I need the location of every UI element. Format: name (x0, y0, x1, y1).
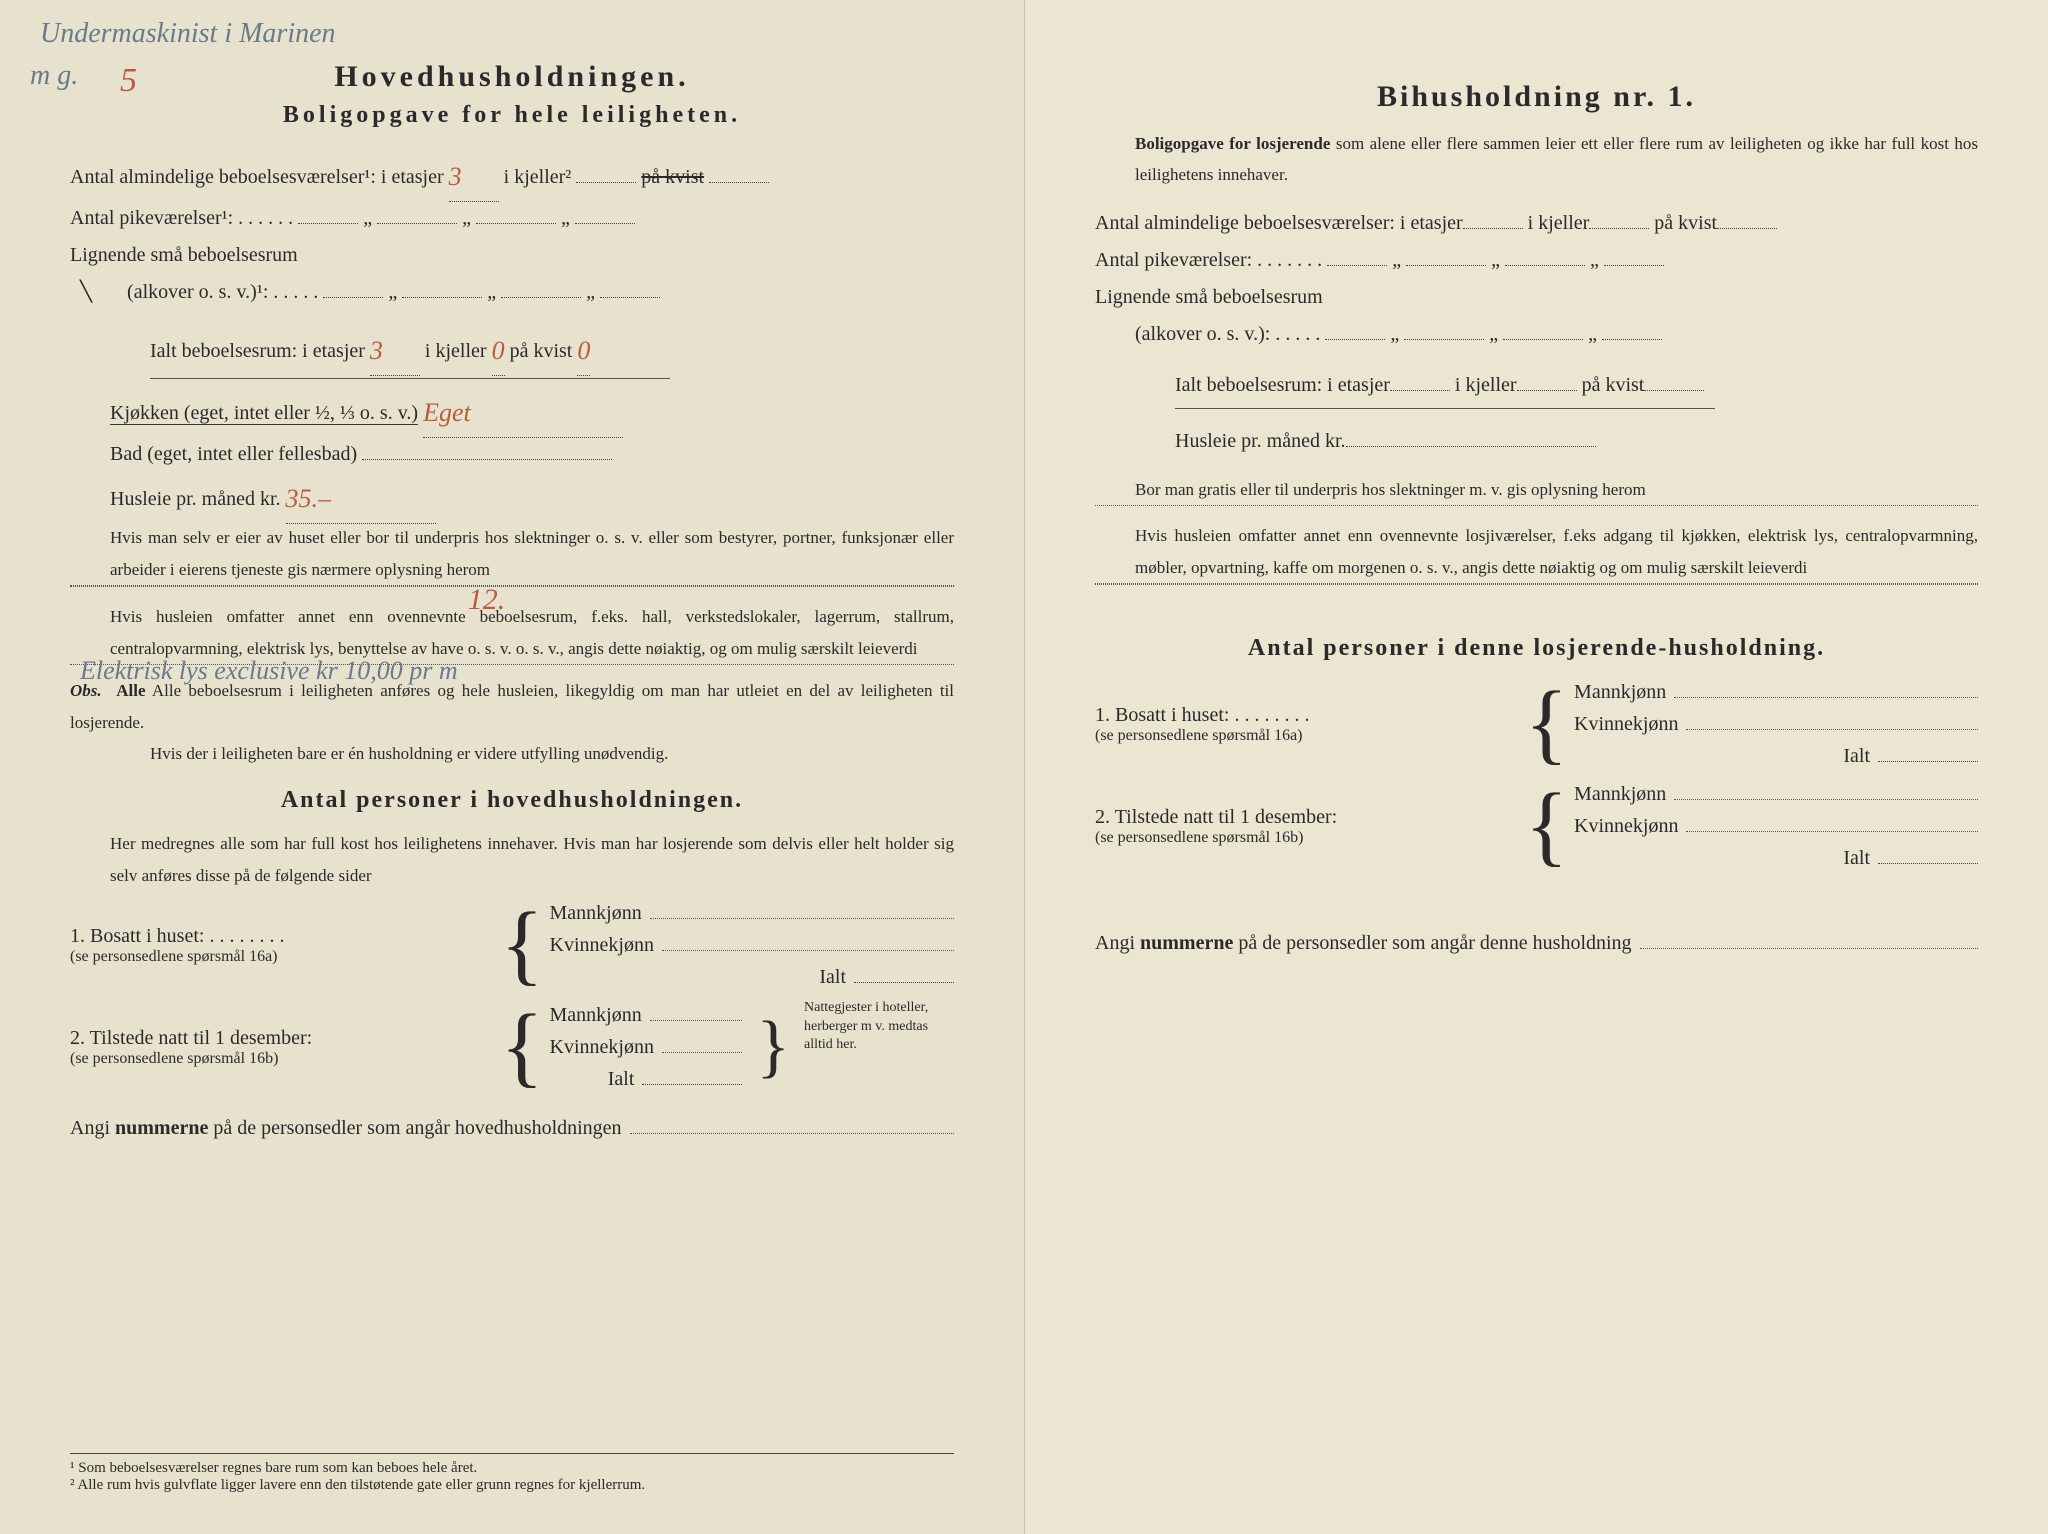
right-h3: Antal personer i denne losjerende-hushol… (1095, 635, 1978, 662)
footnotes: ¹ Som beboelsesværelser regnes bare rum … (70, 1453, 954, 1494)
r-p2: Hvis husleien omfatter annet enn ovennev… (1095, 520, 1978, 583)
hand-elektrisk: Elektrisk lys exclusive kr 10,00 pr m (80, 646, 458, 695)
r-p1: Bor man gratis eller til underpris hos s… (1095, 474, 1978, 505)
right-lead: Boligopgave for losjerende som alene ell… (1095, 128, 1978, 191)
handwritten-top-note: Undermaskinist i Marinen (40, 18, 336, 50)
r-q1-block: 1. Bosatt i huset: . . . . . . . . (se p… (1095, 676, 1978, 772)
line-lignende-b: ╲ (alkover o. s. v.)¹: . . . . . „ „ „ (70, 274, 954, 311)
left-h3: Antal personer i hovedhusholdningen. (70, 787, 954, 814)
handwritten-mg: m g. (30, 60, 78, 92)
r-ialt: Ialt beboelsesrum: i etasjer i kjeller p… (1095, 367, 1978, 404)
angi-line-left: Angi nummerne på de personsedler som ang… (70, 1109, 954, 1147)
line-pike: Antal pikeværelser¹: . . . . . . „ „ „ (70, 200, 954, 237)
right-title: Bihusholdning nr. 1. (1095, 80, 1978, 114)
para-eier: Hvis man selv er eier av huset eller bor… (70, 522, 954, 585)
handwritten-five: 5 (120, 62, 137, 100)
line-kjokken: Kjøkken (eget, intet eller ½, ⅓ o. s. v.… (70, 387, 954, 436)
r-q2-block: 2. Tilstede natt til 1 desember: (se per… (1095, 778, 1978, 874)
left-page: Undermaskinist i Marinen m g. 5 Hovedhus… (0, 0, 1024, 1534)
blank-line-3: Elektrisk lys exclusive kr 10,00 pr m (70, 664, 954, 665)
blank-line-1: 12. (70, 585, 954, 586)
r-line3b: (alkover o. s. v.): . . . . . „ „ „ (1095, 316, 1978, 353)
r-husleie: Husleie pr. måned kr. (1095, 423, 1978, 460)
line-bad: Bad (eget, intet eller fellesbad) (70, 436, 954, 473)
left-title-1: Hovedhusholdningen. (70, 60, 954, 94)
line-lignende-a: Lignende små beboelsesrum (70, 237, 954, 274)
line-ialt: Ialt beboelsesrum: i etasjer 3 i kjeller… (70, 325, 954, 374)
r-line2: Antal pikeværelser: . . . . . . . „ „ „ (1095, 242, 1978, 279)
left-title-2: Boligopgave for hele leiligheten. (70, 102, 954, 129)
right-page: Bihusholdning nr. 1. Boligopgave for los… (1024, 0, 2048, 1534)
line-antal-alm: Antal almindelige beboelsesværelser¹: i … (70, 151, 954, 200)
r-line3a: Lignende små beboelsesrum (1095, 279, 1978, 316)
blank-line-2 (70, 586, 954, 587)
q2-block: 2. Tilstede natt til 1 desember: (se per… (70, 999, 954, 1095)
hand-etasjer-1: 3 (449, 153, 499, 202)
hand-twelve: 12. (468, 571, 506, 628)
obs-line-2: Hvis der i leiligheten bare er én hushol… (70, 738, 954, 769)
r-line1: Antal almindelige beboelsesværelser: i e… (1095, 205, 1978, 242)
angi-line-right: Angi nummerne på de personsedler som ang… (1095, 924, 1978, 962)
line-husleie: Husleie pr. måned kr. 35.– (70, 473, 954, 522)
left-intro: Her medregnes alle som har full kost hos… (70, 828, 954, 891)
q1-block: 1. Bosatt i huset: . . . . . . . . (se p… (70, 897, 954, 993)
